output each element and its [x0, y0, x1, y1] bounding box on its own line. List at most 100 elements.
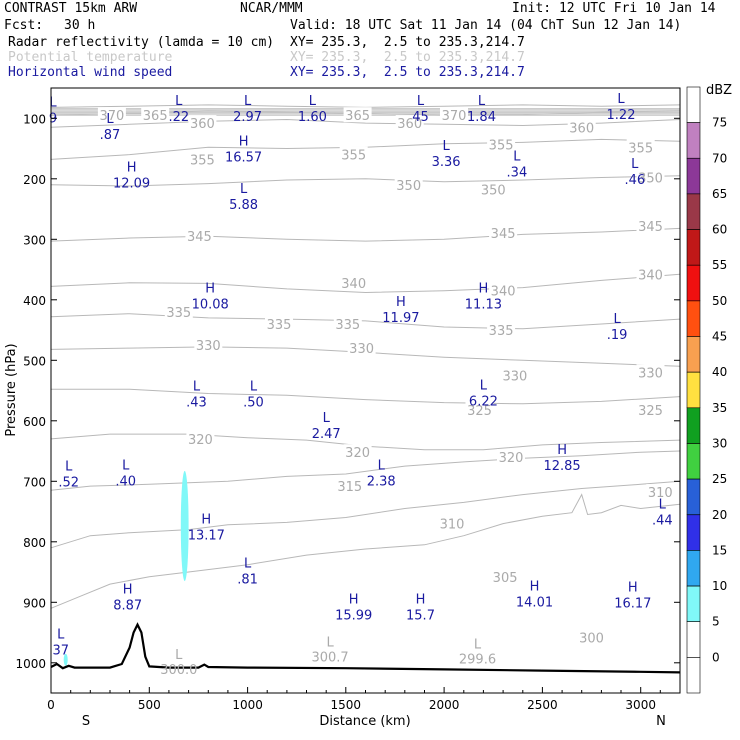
colorbar-label: 30 — [712, 437, 727, 451]
wind-extremum-type: H — [530, 579, 540, 594]
wind-extremum-type: L — [244, 556, 252, 571]
theta-label-bg — [97, 107, 126, 123]
wind-extremum-value: .87 — [100, 128, 121, 143]
theta-contour-315 — [50, 450, 681, 491]
theta-label: 330 — [638, 366, 663, 381]
wind-extremum-value: 45 — [412, 110, 429, 125]
wind-extremum-type: H — [628, 581, 638, 596]
x-tick-label: 2000 — [429, 698, 460, 712]
colorbar-label: 5 — [712, 615, 720, 629]
colorbar-swatch — [686, 657, 701, 694]
theta-label-bg — [339, 274, 368, 290]
forecast-hour: 30 h — [64, 18, 96, 33]
theta-label-bg — [567, 119, 596, 135]
wind-extrema: L9 L.87L.22L2.97L1.60L45L1.84L1.22H16.57L… — [49, 92, 673, 658]
theta-label-bg — [500, 367, 529, 383]
y-tick-label: 400 — [23, 294, 46, 308]
wind-extremum-value: .19 — [607, 328, 628, 343]
y-tick-label: 300 — [23, 233, 46, 247]
wind-extremum-value: 16.17 — [614, 597, 651, 612]
wind-extremum-value: 14.01 — [516, 595, 553, 610]
theta-label-bg — [438, 515, 466, 531]
wind-extremum-type: H — [123, 582, 133, 597]
theta-label-bg — [186, 430, 215, 446]
theta-label-bg — [343, 444, 372, 460]
theta-extremum-type: L — [175, 648, 183, 663]
colorbar-label: 60 — [712, 223, 727, 237]
colorbar-label: 65 — [712, 187, 727, 201]
wind-extremum-value: 16.57 — [225, 151, 262, 166]
theta-label-bg — [491, 568, 520, 584]
north-label: N — [656, 714, 666, 729]
theta-label: 355 — [489, 138, 514, 153]
y-tick-label: 600 — [23, 415, 46, 429]
wind-extremum-value: 8.87 — [113, 598, 142, 613]
wind-extremum-type: L — [513, 150, 521, 165]
wind-extremum-type: H — [205, 282, 215, 297]
wind-extremum-type: L — [175, 94, 183, 109]
y-tick-label: 1000 — [15, 657, 46, 671]
colorbar-swatch — [686, 585, 701, 622]
theta-label: 305 — [493, 571, 518, 586]
theta-label-bg — [636, 169, 665, 185]
theta-label: 345 — [491, 227, 516, 242]
y-tick-label: 500 — [23, 354, 46, 368]
wind-extremum-value: .43 — [186, 396, 207, 411]
theta-label-bg — [141, 107, 170, 123]
init-time: Init: 12 UTC Fri 10 Jan 14 — [512, 1, 716, 16]
wind-extremum-type: H — [349, 593, 359, 608]
colorbar-swatch — [686, 407, 701, 444]
y-tick-label: 800 — [23, 536, 46, 550]
theta-label: 345 — [638, 220, 663, 235]
wind-extremum-type: L — [65, 460, 73, 475]
theta-label-bg — [185, 228, 214, 244]
colorbar-swatch — [686, 621, 701, 658]
wind-extremum-type: L — [240, 182, 248, 197]
theta-label: 360 — [190, 117, 215, 132]
theta-label-bg — [636, 266, 665, 282]
theta-extremum-type: L — [474, 638, 482, 653]
field-xy-theta: XY= 235.3, 2.5 to 235.3,214.7 — [290, 50, 525, 65]
wind-extremum-value: 15.7 — [406, 609, 435, 624]
colorbar-swatch — [686, 550, 701, 587]
wind-extremum-value: 12.85 — [543, 459, 580, 474]
theta-label: 320 — [188, 433, 213, 448]
wind-extremum-type: L — [613, 312, 621, 327]
theta-label: 330 — [349, 342, 374, 357]
x-tick-label: 0 — [47, 698, 55, 712]
theta-label-bg — [489, 282, 518, 298]
center-name: NCAR/MMM — [240, 1, 303, 16]
colorbar-label: 20 — [712, 508, 727, 522]
wind-extremum-value: .44 — [652, 514, 673, 529]
theta-contour-350 — [50, 175, 681, 187]
wind-extremum-value: 11.97 — [382, 311, 419, 326]
wind-extremum-type: L — [631, 157, 639, 172]
wind-extremum-value: .52 — [58, 476, 79, 491]
wind-extremum-value: 11.13 — [465, 298, 502, 313]
wind-extremum-type: L — [378, 458, 386, 473]
theta-label: 335 — [166, 306, 191, 321]
colorbar-swatch — [686, 86, 701, 123]
theta-label-bg — [188, 115, 217, 131]
theta-label: 360 — [569, 121, 594, 136]
theta-label-bg — [394, 176, 423, 192]
theta-label: 335 — [489, 324, 514, 339]
colorbar-swatch — [686, 122, 701, 159]
theta-label: 360 — [397, 117, 422, 132]
colorbar-swatch — [686, 264, 701, 302]
y-tick-label: 700 — [23, 475, 46, 489]
colorbar-swatch — [686, 371, 701, 409]
theta-label: 340 — [638, 268, 663, 283]
theta-label: 350 — [396, 179, 421, 194]
theta-label: 355 — [341, 149, 366, 164]
theta-label: 335 — [267, 318, 292, 333]
theta-labels: 370 365 365 370 360 360 360 355 355 355 355 350 350 3… — [97, 107, 675, 678]
wind-extremum-type: L — [323, 411, 331, 426]
colorbar-label: 0 — [712, 650, 720, 664]
wind-extremum-value: .50 — [243, 396, 264, 411]
y-axis-label: Pressure (hPa) — [4, 343, 19, 436]
south-label: S — [82, 714, 90, 729]
theta-contour-310 — [50, 480, 681, 549]
wind-extremum-value: .81 — [237, 572, 258, 587]
